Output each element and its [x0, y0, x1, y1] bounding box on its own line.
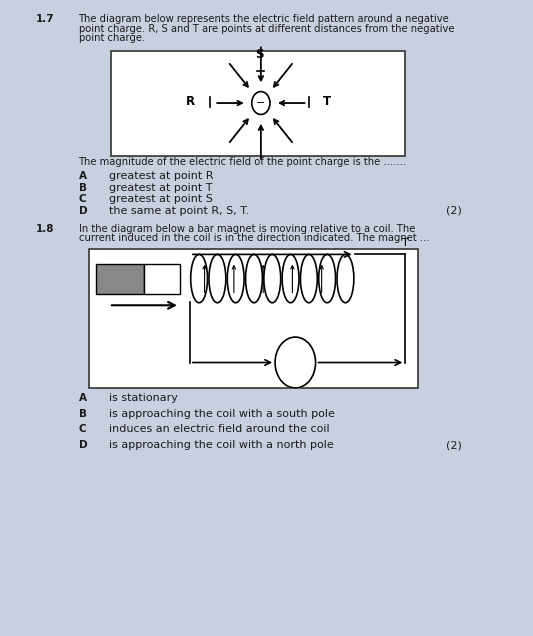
Text: the same at point R, S, T.: the same at point R, S, T.: [109, 205, 249, 216]
Text: −: −: [256, 98, 265, 108]
Text: The magnitude of the electric field of the point charge is the .......: The magnitude of the electric field of t…: [78, 157, 407, 167]
Text: (2): (2): [446, 440, 462, 450]
Text: D: D: [78, 205, 87, 216]
Text: is approaching the coil with a south pole: is approaching the coil with a south pol…: [109, 408, 335, 418]
FancyBboxPatch shape: [111, 51, 405, 156]
Text: A: A: [78, 392, 86, 403]
Text: greatest at point S: greatest at point S: [109, 194, 213, 204]
Text: T: T: [322, 95, 331, 108]
Text: A: A: [78, 171, 86, 181]
Bar: [144, 264, 180, 294]
Text: C: C: [78, 194, 86, 204]
Text: greatest at point R: greatest at point R: [109, 171, 213, 181]
Text: D: D: [78, 440, 87, 450]
Text: R: R: [185, 95, 195, 108]
Text: B: B: [78, 183, 86, 193]
Text: The diagram below represents the electric field pattern around a negative: The diagram below represents the electri…: [78, 14, 449, 24]
Text: is stationary: is stationary: [109, 392, 178, 403]
Text: 1.8: 1.8: [36, 223, 54, 233]
Circle shape: [252, 92, 270, 114]
Text: (2): (2): [446, 205, 462, 216]
Text: point charge. R, S and T are points at different distances from the negative: point charge. R, S and T are points at d…: [78, 24, 454, 34]
Text: B: B: [78, 408, 86, 418]
Text: T: T: [402, 238, 409, 248]
Bar: [96, 264, 144, 294]
Text: current induced in the coil is in the direction indicated. The magnet ...: current induced in the coil is in the di…: [78, 233, 429, 243]
Text: C: C: [78, 424, 86, 434]
Text: S: S: [256, 48, 264, 61]
Text: 1.7: 1.7: [36, 14, 54, 24]
Text: is approaching the coil with a north pole: is approaching the coil with a north pol…: [109, 440, 334, 450]
Text: In the diagram below a bar magnet is moving relative to a coil. The: In the diagram below a bar magnet is mov…: [78, 223, 415, 233]
Text: induces an electric field around the coil: induces an electric field around the coi…: [109, 424, 329, 434]
Circle shape: [275, 337, 316, 388]
Text: greatest at point T: greatest at point T: [109, 183, 213, 193]
FancyBboxPatch shape: [88, 249, 418, 388]
Text: point charge.: point charge.: [78, 33, 145, 43]
